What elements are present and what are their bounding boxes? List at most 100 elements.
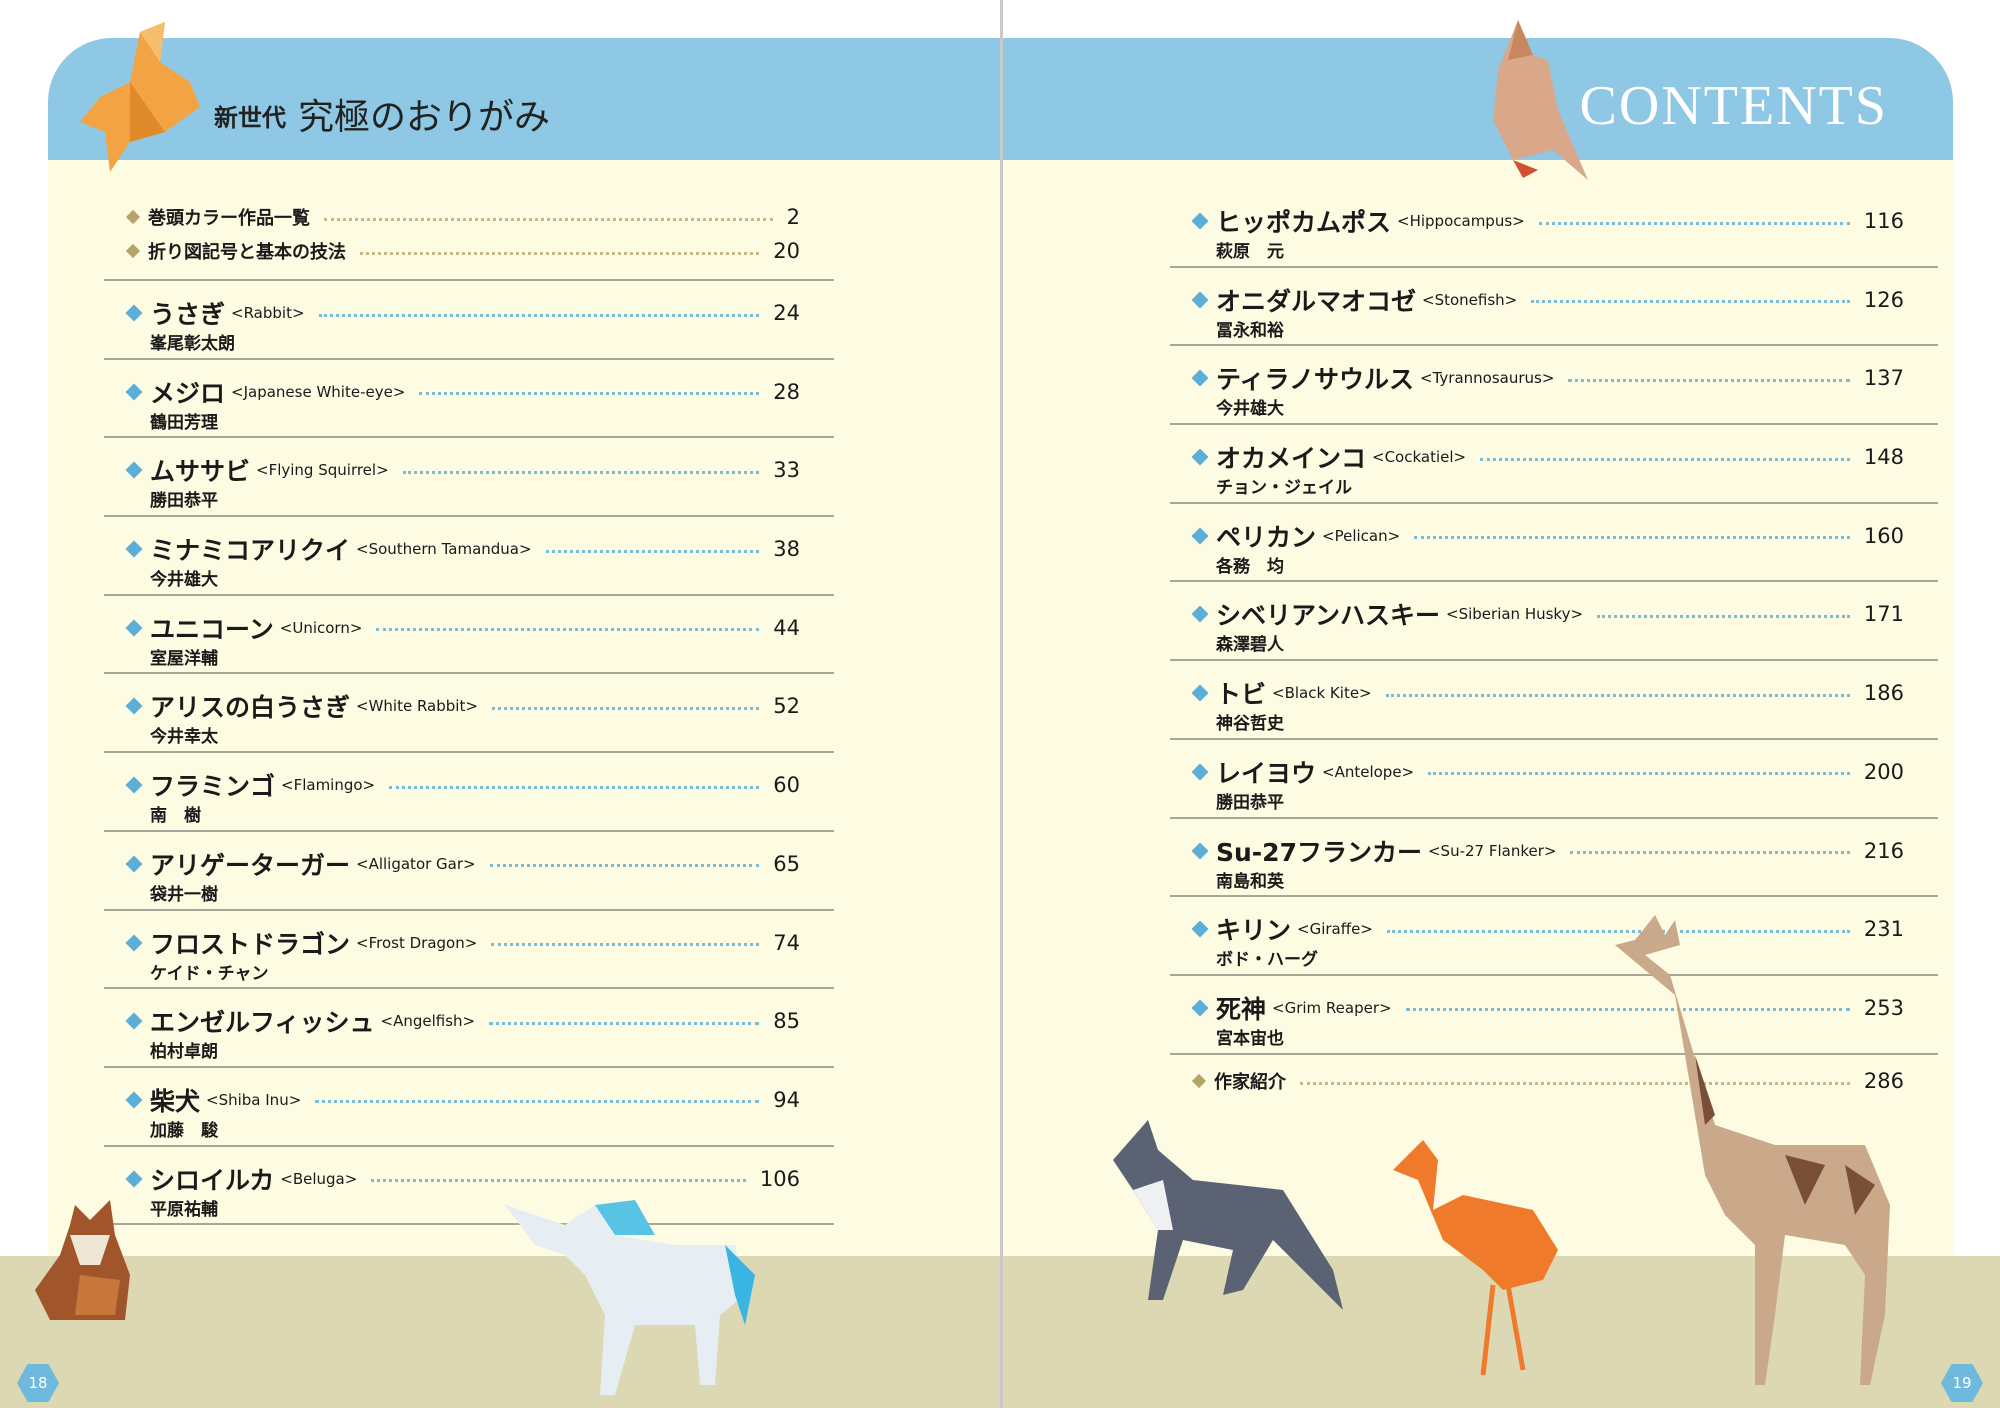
toc-entry[interactable]: ペリカン <Pelican> 160 各務 均 [1170,504,1938,583]
entry-page-number: 116 [1863,209,1904,233]
entry-line: ティラノサウルス <Tyrannosaurus> 137 [1191,360,1904,396]
entry-english-title: <Su-27 Flanker> [1427,841,1557,860]
entry-author: ボド・ハーグ [1216,950,1318,971]
entry-title: キリン [1216,916,1292,946]
page-number-right: 19 [1941,1364,1983,1402]
entry-english-title: <Siberian Husky> [1446,605,1584,624]
entry-author: 勝田恭平 [150,491,218,512]
origami-cockatiel-image [1493,20,1588,180]
dot-leader [1386,929,1850,933]
toc-entry[interactable]: オカメインコ <Cockatiel> 148 チョン・ジェイル [1170,425,1938,504]
entry-title: ムササビ [150,457,251,487]
diamond-bullet-icon [125,934,143,951]
page-background [1003,100,1953,1256]
entry-author: 鶴田芳理 [150,412,218,433]
dot-leader [491,943,760,946]
dot-leader [1300,1081,1850,1085]
toc-entry[interactable]: アリスの白うさぎ <White Rabbit> 52 今井幸太 [104,674,834,754]
entry-line: ムササビ <Flying Squirrel> 33 [125,452,800,488]
origami-shiba-image [35,1200,130,1320]
dot-leader [1414,536,1850,540]
entry-line: Su-27フランカー <Su-27 Flanker> 216 [1191,833,1904,869]
toc-entry[interactable]: ユニコーン <Unicorn> 44 室屋洋輔 [104,596,834,675]
toc-entry[interactable]: Su-27フランカー <Su-27 Flanker> 216 南島和英 [1170,819,1938,898]
toc-entry[interactable]: ミナミコアリクイ <Southern Tamandua> 38 今井雄大 [104,517,834,596]
toc-entry[interactable]: オニダルマオコゼ <Stonefish> 126 冨永和裕 [1170,268,1938,347]
entry-title: シロイルカ [150,1165,275,1195]
outro-list: 作家紹介 286 [1170,1064,1938,1098]
diamond-bullet-icon [125,1012,143,1030]
entry-title: 折り図記号と基本の技法 [148,242,346,263]
toc-entry[interactable]: ムササビ <Flying Squirrel> 33 勝田恭平 [104,438,834,518]
entry-english-title: <Japanese White-eye> [231,382,406,401]
contents-heading: CONTENTS [1579,75,1888,137]
diamond-bullet-icon [1191,684,1209,702]
toc-entry[interactable]: エンゼルフィッシュ <Angelfish> 85 柏村卓朗 [104,989,834,1068]
toc-entry[interactable]: シロイルカ <Beluga> 106 平原祐輔 [104,1147,834,1226]
entry-line: オニダルマオコゼ <Stonefish> 126 [1191,282,1904,318]
entry-page-number: 186 [1863,681,1904,706]
entry-author: 萩原 元 [1216,242,1284,262]
entry-author: 森澤碧人 [1216,635,1284,656]
diamond-bullet-icon [1191,605,1209,623]
toc-item[interactable]: 折り図記号と基本の技法 20 [104,234,834,268]
entry-page-number: 126 [1863,287,1904,312]
entry-english-title: <Flying Squirrel> [256,461,389,480]
entry-line: 死神 <Grim Reaper> 253 [1191,990,1904,1026]
entry-page-number: 60 [773,773,800,798]
entry-page-number: 231 [1863,917,1904,942]
entry-page-number: 33 [773,458,800,483]
diamond-bullet-icon [1191,527,1209,545]
toc-entry[interactable]: うさぎ <Rabbit> 24 峯尾彰太朗 [104,281,834,360]
entry-page-number: 200 [1863,759,1904,784]
origami-husky-image [1113,1120,1343,1310]
entry-author: 各務 均 [1216,556,1284,577]
entry-page-number: 28 [773,379,800,404]
toc-item[interactable]: 巻頭カラー作品一覧 2 [104,200,834,234]
toc-entry[interactable]: フラミンゴ <Flamingo> 60 南 樹 [104,753,834,832]
entry-author: 室屋洋輔 [150,648,218,669]
diamond-bullet-icon [125,383,143,401]
toc-entry[interactable]: 死神 <Grim Reaper> 253 宮本宙也 [1170,976,1938,1055]
entry-title: シベリアンハスキー [1216,601,1441,631]
entry-page-number: 52 [773,694,800,719]
entry-line: 作家紹介 286 [1191,1068,1904,1094]
entry-title: フラミンゴ [150,772,276,802]
toc-entry[interactable]: キリン <Giraffe> 231 ボド・ハーグ [1170,897,1938,976]
entry-title: エンゼルフィッシュ [150,1008,375,1038]
diamond-bullet-icon [1191,1073,1207,1089]
entry-title: フロストドラゴン [150,929,351,959]
dot-leader [371,1179,746,1183]
entry-author: 加藤 駿 [150,1120,218,1141]
entry-author: 今井雄大 [150,570,218,591]
toc-entry[interactable]: 柴犬 <Shiba Inu> 94 加藤 駿 [104,1068,834,1147]
dot-leader [1568,378,1850,382]
dot-leader [1597,614,1850,618]
ground-strip [0,1256,1001,1408]
dot-leader [419,392,760,396]
toc-entry[interactable]: ティラノサウルス <Tyrannosaurus> 137 今井雄大 [1170,346,1938,426]
toc-list-left: うさぎ <Rabbit> 24 峯尾彰太朗メジロ <Japanese White-eye… [104,279,834,1226]
dot-leader [389,785,760,789]
entry-english-title: <Stonefish> [1422,290,1518,309]
toc-entry[interactable]: ヒッポカムポス <Hippocampus> 116 萩原 元 [1170,189,1938,268]
entry-title: オニダルマオコゼ [1216,286,1417,316]
entry-title: メジロ [150,378,226,408]
diamond-bullet-icon [125,776,143,794]
entry-page-number: 2 [786,205,800,229]
entry-english-title: <White Rabbit> [356,697,478,716]
toc-entry[interactable]: アリゲーターガー <Alligator Gar> 65 袋井一樹 [104,832,834,911]
toc-entry[interactable]: トビ <Black Kite> 186 神谷哲史 [1170,661,1938,740]
toc-entry[interactable]: レイヨウ <Antelope> 200 勝田恭平 [1170,740,1938,819]
diamond-bullet-icon [1191,291,1209,309]
entry-english-title: <Beluga> [280,1169,358,1188]
entry-line: エンゼルフィッシュ <Angelfish> 85 [125,1003,800,1039]
origami-giraffe-image [1615,915,1890,1385]
toc-entry[interactable]: シベリアンハスキー <Siberian Husky> 171 森澤碧人 [1170,582,1938,662]
dot-leader [315,1100,760,1104]
entry-author: 冨永和裕 [1216,320,1284,341]
toc-entry[interactable]: メジロ <Japanese White-eye> 28 鶴田芳理 [104,360,834,439]
entry-line: ミナミコアリクイ <Southern Tamandua> 38 [125,531,800,567]
toc-item[interactable]: 作家紹介 286 [1170,1064,1938,1098]
toc-entry[interactable]: フロストドラゴン <Frost Dragon> 74 ケイド・チャン [104,911,834,990]
